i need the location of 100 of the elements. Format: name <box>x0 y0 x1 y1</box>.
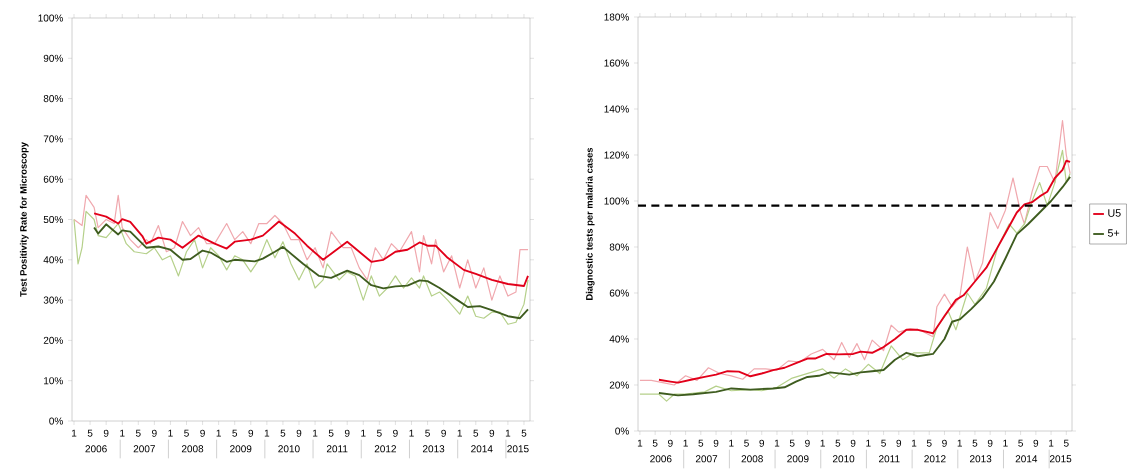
y-tick-label: 100% <box>604 197 629 205</box>
x-tick-label: 9 <box>668 439 673 447</box>
text: 2010 <box>278 445 300 453</box>
text: 2008 <box>181 445 204 453</box>
x-tick-label: 9 <box>103 429 109 437</box>
text: 2011 <box>879 455 900 463</box>
x-tick-label: 5 <box>232 429 238 437</box>
y-axis-title: Test Positivity Rate for Microscopy <box>19 142 29 297</box>
x-tick-label: 5 <box>425 429 430 437</box>
x-tick-label: 1 <box>683 439 688 447</box>
x-tick-label: 9 <box>344 429 350 437</box>
x-tick-label: 1 <box>820 439 825 447</box>
y-tick-label: 50% <box>43 215 63 224</box>
x-tick-label: 5 <box>1063 439 1069 447</box>
y-tick-label: 90% <box>43 54 63 62</box>
y-tick-label: 60% <box>43 175 63 183</box>
x-tick-label: 1 <box>457 429 462 437</box>
y-tick-label: 120% <box>604 151 629 159</box>
x-tick-label: 5 <box>87 429 93 437</box>
y-tick-label: 20% <box>609 381 629 389</box>
y-tick-label: 40% <box>609 335 629 343</box>
x-tick-label: 9 <box>896 439 902 447</box>
x-tick-label: 1 <box>1049 439 1054 447</box>
x-tick-label: 5 <box>744 439 749 447</box>
y-tick-label: 140% <box>604 105 629 113</box>
x-tick-label: 5 <box>280 429 286 437</box>
text: 2008 <box>741 455 763 463</box>
x-tick-label: 1 <box>866 439 871 447</box>
x-tick-label: 1 <box>71 429 77 437</box>
legend-label: U5 <box>1108 209 1121 217</box>
y-tick-label: 0% <box>49 417 63 425</box>
text: 2014 <box>1015 455 1038 463</box>
x-tick-label: 1 <box>505 429 511 437</box>
y-tick-label: 70% <box>43 135 63 143</box>
y-tick-label: 80% <box>43 95 63 103</box>
text: 2013 <box>422 445 445 453</box>
x-tick-label: 1 <box>216 429 221 437</box>
x-tick-label: 1 <box>264 429 270 437</box>
y-tick-label: 10% <box>44 377 63 385</box>
text: 2006 <box>85 445 107 453</box>
y-axis-title: Diagnostic tests per malaria cases <box>585 147 595 300</box>
x-tick-label: 9 <box>393 429 398 437</box>
text: 2010 <box>832 455 855 463</box>
x-tick-label: 5 <box>184 429 189 437</box>
x-tick-label: 9 <box>987 439 993 447</box>
text: 2012 <box>924 455 946 463</box>
text: 2013 <box>970 455 992 463</box>
y-tick-label: 20% <box>43 336 63 344</box>
x-tick-label: 1 <box>957 439 963 447</box>
x-tick-label: 1 <box>168 429 173 437</box>
x-tick-label: 5 <box>698 439 704 447</box>
x-tick-label: 5 <box>881 439 886 447</box>
text: 2014 <box>471 445 493 453</box>
y-tick-label: 30% <box>43 296 63 304</box>
x-tick-label: 9 <box>152 429 157 437</box>
line-series <box>73 210 529 325</box>
x-tick-label: 9 <box>713 439 719 447</box>
y-tick-label: 60% <box>609 289 629 297</box>
y-tick-label: 40% <box>43 256 63 264</box>
x-tick-label: 9 <box>942 439 947 447</box>
x-tick-label: 1 <box>120 429 125 437</box>
x-tick-label: 5 <box>473 429 479 437</box>
text: 2011 <box>326 445 348 453</box>
x-tick-label: 9 <box>1033 439 1039 447</box>
line-series <box>93 212 529 287</box>
x-tick-label: 5 <box>328 429 334 437</box>
x-tick-label: 1 <box>774 439 780 447</box>
x-tick-label: 5 <box>376 429 382 437</box>
x-tick-label: 5 <box>135 429 141 437</box>
y-tick-label: 100% <box>38 14 63 22</box>
x-tick-label: 9 <box>850 439 856 447</box>
x-tick-label: 5 <box>972 439 978 447</box>
text: 2007 <box>695 455 718 463</box>
x-tick-label: 5 <box>926 439 932 447</box>
y-tick-label: 180% <box>604 13 629 21</box>
line-series <box>73 194 529 301</box>
x-tick-label: 5 <box>652 439 658 447</box>
x-tick-label: 9 <box>200 429 205 437</box>
x-tick-label: 1 <box>409 429 414 437</box>
text: 2009 <box>787 455 809 463</box>
x-tick-label: 9 <box>248 429 254 437</box>
text: 2012 <box>374 445 396 453</box>
legend-label: 5+ <box>1107 229 1120 237</box>
x-tick-label: 9 <box>759 439 765 447</box>
x-tick-label: 1 <box>729 439 734 447</box>
x-tick-label: 9 <box>441 429 446 437</box>
x-tick-label: 1 <box>1003 439 1008 447</box>
y-tick-label: 0% <box>615 427 629 435</box>
x-tick-label: 1 <box>313 429 318 437</box>
x-tick-label: 1 <box>911 439 917 447</box>
x-tick-label: 9 <box>805 439 810 447</box>
text: 2015 <box>1049 455 1072 463</box>
line-series <box>93 223 529 320</box>
text: 2007 <box>133 445 155 453</box>
text: 2006 <box>650 455 672 463</box>
x-tick-label: 5 <box>789 439 795 447</box>
x-tick-label: 5 <box>1018 439 1023 447</box>
y-tick-label: 160% <box>604 59 629 67</box>
x-tick-label: 1 <box>637 439 643 447</box>
x-tick-label: 5 <box>835 439 841 447</box>
